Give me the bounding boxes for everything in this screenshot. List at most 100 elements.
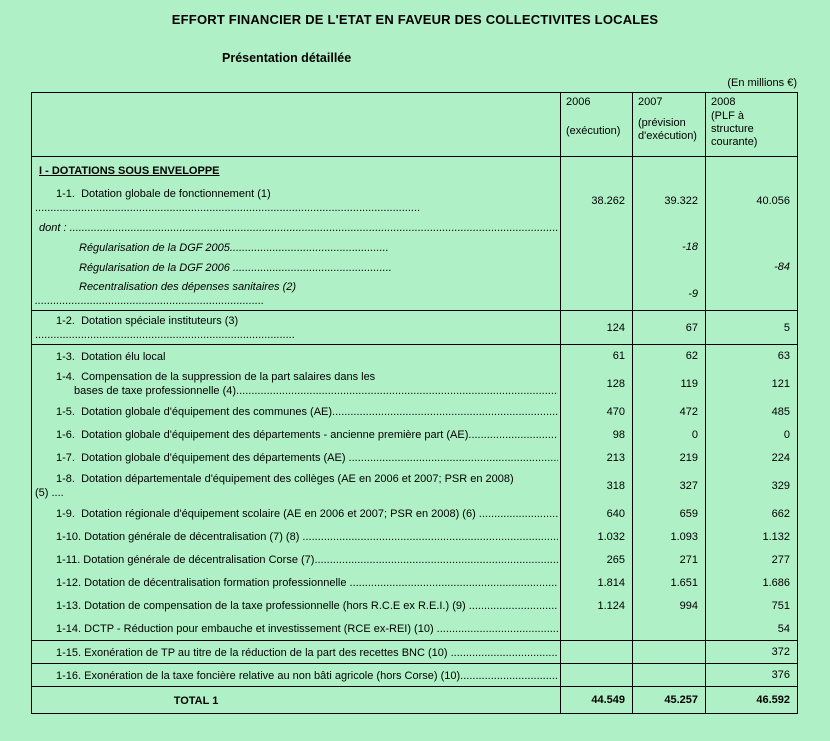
row-value-2006: 38.262 bbox=[560, 184, 632, 217]
row-label-cell: 1-3. Dotation élu local bbox=[32, 345, 560, 367]
row-value-2006: 124 bbox=[560, 311, 632, 344]
row-label: Régularisation de la DGF 2006 ..........… bbox=[79, 261, 392, 274]
row-label: 1-10. Dotation générale de décentralisat… bbox=[56, 531, 558, 543]
row-value-2008: 54 bbox=[705, 617, 797, 640]
table-row: 1-16. Exonération de la taxe foncière re… bbox=[32, 663, 797, 686]
row-value-2007: 62 bbox=[632, 345, 705, 367]
row-value-2008: 662 bbox=[705, 502, 797, 525]
row-label-cell: 1-7. Dotation globale d'équipement des d… bbox=[32, 446, 560, 469]
row-label-cell: 1-16. Exonération de la taxe foncière re… bbox=[32, 664, 560, 686]
row-value-2008 bbox=[705, 157, 797, 184]
row-label: Régularisation de la DGF 2005...........… bbox=[79, 241, 389, 254]
table-row: Régularisation de la DGF 2005...........… bbox=[32, 237, 797, 257]
header-col-2008: 2008 (PLF à structure courante) bbox=[705, 93, 797, 156]
row-value-2008: 1.686 bbox=[705, 571, 797, 594]
row-value-2008: 224 bbox=[705, 446, 797, 469]
table-row: 1-8. Dotation départementale d'équipemen… bbox=[32, 469, 797, 502]
row-label-cell: dont : .................................… bbox=[32, 217, 560, 237]
row-value-2008: 40.056 bbox=[705, 184, 797, 217]
row-label: dont : .................................… bbox=[39, 221, 558, 234]
row-value-2007: 119 bbox=[632, 367, 705, 400]
row-label: 1-6. Dotation globale d'équipement des d… bbox=[56, 429, 558, 441]
page-subtitle: Présentation détaillée bbox=[222, 51, 352, 65]
row-value-2007 bbox=[632, 617, 705, 640]
row-label-line2: bases de taxe professionnelle (4).......… bbox=[74, 385, 558, 397]
row-label: 1-8. Dotation départementale d'équipemen… bbox=[56, 473, 514, 485]
row-label: 1-7. Dotation globale d'équipement des d… bbox=[56, 452, 558, 464]
row-label-line2: ........................................… bbox=[35, 295, 265, 307]
row-value-2006: 265 bbox=[560, 548, 632, 571]
row-value-2008: 376 bbox=[705, 664, 797, 686]
table-row: 1-10. Dotation générale de décentralisat… bbox=[32, 525, 797, 548]
row-value-2007: 1.651 bbox=[632, 571, 705, 594]
row-label: 1-14. DCTP - Réduction pour embauche et … bbox=[56, 623, 558, 635]
row-label: 1-4. Compensation de la suppression de l… bbox=[56, 371, 376, 383]
row-value-2006 bbox=[560, 277, 632, 310]
table-row: 1-15. Exonération de TP au titre de la r… bbox=[32, 640, 797, 663]
table-row: 1-6. Dotation globale d'équipement des d… bbox=[32, 423, 797, 446]
row-value-2007: 39.322 bbox=[632, 184, 705, 217]
row-label: 1-12. Dotation de décentralisation forma… bbox=[56, 577, 558, 589]
row-value-2007 bbox=[632, 641, 705, 663]
table-row: 1-9. Dotation régionale d'équipement sco… bbox=[32, 502, 797, 525]
row-value-2006: 128 bbox=[560, 367, 632, 400]
row-value-2007: 271 bbox=[632, 548, 705, 571]
table-row: 1-5. Dotation globale d'équipement des c… bbox=[32, 400, 797, 423]
row-value-2007 bbox=[632, 664, 705, 686]
header-sub-2007: (prévision d'exécution) bbox=[638, 117, 697, 142]
row-value-2007: -18 bbox=[632, 237, 705, 257]
row-label-cell: 1-14. DCTP - Réduction pour embauche et … bbox=[32, 617, 560, 640]
row-value-2007: 45.257 bbox=[632, 687, 705, 713]
row-label-cell: I - DOTATIONS SOUS ENVELOPPE bbox=[32, 157, 560, 184]
row-value-2006: 1.032 bbox=[560, 525, 632, 548]
row-value-2006 bbox=[560, 664, 632, 686]
table-header-row: 2006 (exécution) 2007 (prévision d'exécu… bbox=[32, 93, 797, 157]
row-label: 1-16. Exonération de la taxe foncière re… bbox=[56, 669, 558, 682]
row-label: 1-3. Dotation élu local bbox=[56, 350, 166, 363]
unit-note: (En millions €) bbox=[727, 77, 797, 89]
header-sub-2006: (exécution) bbox=[566, 125, 621, 137]
row-value-2006 bbox=[560, 617, 632, 640]
row-value-2006: 1.124 bbox=[560, 594, 632, 617]
row-label: 1-9. Dotation régionale d'équipement sco… bbox=[56, 508, 558, 520]
row-value-2006: 318 bbox=[560, 469, 632, 502]
row-value-2006 bbox=[560, 641, 632, 663]
row-label-cell: 1-1. Dotation globale de fonctionnement … bbox=[32, 184, 560, 217]
row-value-2008: -84 bbox=[705, 257, 797, 277]
row-label: 1-11. Dotation générale de décentralisat… bbox=[56, 554, 558, 566]
row-value-2007: 1.093 bbox=[632, 525, 705, 548]
row-value-2007: 327 bbox=[632, 469, 705, 502]
row-value-2007 bbox=[632, 257, 705, 277]
row-value-2008: 121 bbox=[705, 367, 797, 400]
row-label-cell: 1-6. Dotation globale d'équipement des d… bbox=[32, 423, 560, 446]
row-value-2008: 46.592 bbox=[705, 687, 797, 713]
row-value-2007: -9 bbox=[632, 277, 705, 310]
table-body: I - DOTATIONS SOUS ENVELOPPE 1-1. Dotati… bbox=[32, 157, 797, 713]
header-col-2007: 2007 (prévision d'exécution) bbox=[632, 93, 705, 156]
row-label: 1-13. Dotation de compensation de la tax… bbox=[56, 600, 558, 612]
row-label-cell: 1-9. Dotation régionale d'équipement sco… bbox=[32, 502, 560, 525]
row-label: 1-5. Dotation globale d'équipement des c… bbox=[56, 406, 558, 418]
row-value-2006 bbox=[560, 237, 632, 257]
table-row: 1-14. DCTP - Réduction pour embauche et … bbox=[32, 617, 797, 640]
row-label: TOTAL 1 bbox=[173, 694, 219, 707]
header-empty-cell bbox=[32, 93, 560, 156]
row-value-2008: 372 bbox=[705, 641, 797, 663]
row-value-2008 bbox=[705, 277, 797, 310]
financial-table: 2006 (exécution) 2007 (prévision d'exécu… bbox=[31, 92, 798, 714]
row-value-2008: 277 bbox=[705, 548, 797, 571]
row-label-line2: ........................................… bbox=[35, 329, 295, 341]
page-title: EFFORT FINANCIER DE L'ETAT EN FAVEUR DES… bbox=[171, 12, 659, 27]
row-value-2008: 0 bbox=[705, 423, 797, 446]
header-sub-2008: (PLF à structure courante) bbox=[711, 110, 758, 148]
header-col-2006: 2006 (exécution) bbox=[560, 93, 632, 156]
row-label: 1-1. Dotation globale de fonctionnement … bbox=[56, 188, 271, 200]
row-value-2008: 751 bbox=[705, 594, 797, 617]
table-row: Régularisation de la DGF 2006 ..........… bbox=[32, 257, 797, 277]
table-row: dont : .................................… bbox=[32, 217, 797, 237]
table-row: 1-12. Dotation de décentralisation forma… bbox=[32, 571, 797, 594]
row-value-2007 bbox=[632, 157, 705, 184]
row-value-2007: 219 bbox=[632, 446, 705, 469]
row-value-2008: 5 bbox=[705, 311, 797, 344]
